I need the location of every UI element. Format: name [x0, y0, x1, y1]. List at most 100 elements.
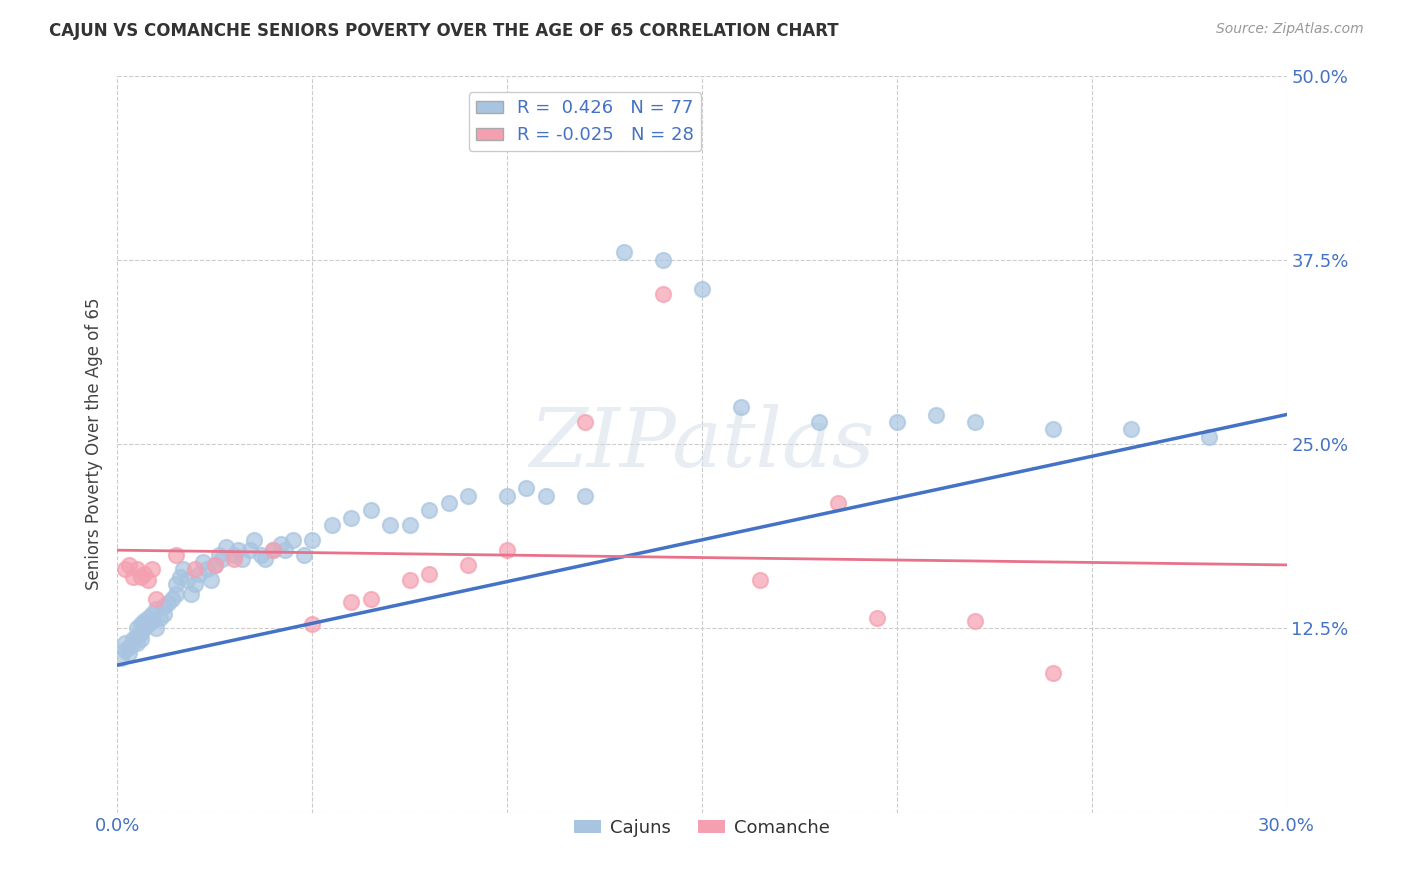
Point [129, 625, 152, 640]
Point [121, 636, 143, 650]
Point [749, 573, 772, 587]
Point [925, 408, 948, 422]
Point [141, 614, 163, 628]
Point [270, 537, 292, 551]
Point [184, 577, 207, 591]
Point [1042, 665, 1064, 680]
Point [301, 533, 323, 547]
Point [651, 252, 673, 267]
Point [184, 562, 207, 576]
Point [281, 533, 304, 547]
Point [145, 621, 167, 635]
Point [114, 636, 136, 650]
Point [129, 632, 152, 646]
Point [242, 533, 264, 547]
Point [437, 496, 460, 510]
Point [176, 573, 198, 587]
Point [496, 489, 519, 503]
Point [118, 646, 141, 660]
Point [1119, 422, 1142, 436]
Point [340, 510, 363, 524]
Point [239, 543, 262, 558]
Point [141, 562, 163, 576]
Point [169, 570, 191, 584]
Point [114, 643, 136, 657]
Point [690, 282, 713, 296]
Point [156, 596, 179, 610]
Point [360, 591, 382, 606]
Point [886, 415, 908, 429]
Point [134, 621, 156, 635]
Point [134, 614, 156, 628]
Point [418, 566, 440, 581]
Point [226, 543, 249, 558]
Point [160, 591, 183, 606]
Point [215, 540, 238, 554]
Point [149, 611, 172, 625]
Point [224, 552, 246, 566]
Point [141, 607, 163, 621]
Text: ZIPatlas: ZIPatlas [529, 404, 875, 484]
Point [145, 602, 167, 616]
Point [188, 566, 211, 581]
Point [204, 558, 226, 572]
Point [262, 543, 284, 558]
Legend: Cajuns, Comanche: Cajuns, Comanche [567, 812, 837, 844]
Y-axis label: Seniors Poverty Over the Age of 65: Seniors Poverty Over the Age of 65 [86, 298, 103, 591]
Point [292, 548, 315, 562]
Point [457, 558, 479, 572]
Text: CAJUN VS COMANCHE SENIORS POVERTY OVER THE AGE OF 65 CORRELATION CHART: CAJUN VS COMANCHE SENIORS POVERTY OVER T… [49, 22, 839, 40]
Point [250, 548, 273, 562]
Point [114, 562, 136, 576]
Point [138, 573, 160, 587]
Point [153, 599, 176, 614]
Point [418, 503, 440, 517]
Point [360, 503, 382, 517]
Point [125, 562, 148, 576]
Point [125, 629, 148, 643]
Point [1198, 430, 1220, 444]
Point [1042, 422, 1064, 436]
Point [866, 611, 889, 625]
Point [224, 548, 246, 562]
Point [129, 570, 152, 584]
Point [145, 591, 167, 606]
Point [574, 489, 596, 503]
Point [121, 570, 143, 584]
Point [134, 566, 156, 581]
Point [138, 611, 160, 625]
Point [172, 562, 194, 576]
Point [231, 552, 253, 566]
Point [807, 415, 830, 429]
Point [200, 573, 222, 587]
Point [211, 552, 233, 566]
Point [730, 400, 752, 414]
Point [301, 616, 323, 631]
Point [125, 636, 148, 650]
Point [207, 548, 229, 562]
Point [204, 558, 226, 572]
Point [613, 245, 636, 260]
Point [195, 562, 218, 576]
Point [963, 415, 986, 429]
Point [378, 518, 401, 533]
Point [574, 415, 596, 429]
Point [262, 543, 284, 558]
Point [110, 650, 132, 665]
Point [129, 616, 152, 631]
Point [496, 543, 519, 558]
Point [165, 548, 187, 562]
Point [254, 552, 277, 566]
Point [321, 518, 343, 533]
Point [457, 489, 479, 503]
Point [515, 481, 537, 495]
Point [118, 558, 141, 572]
Point [398, 518, 420, 533]
Point [153, 607, 176, 621]
Point [651, 286, 673, 301]
Point [534, 489, 557, 503]
Point [165, 577, 187, 591]
Point [274, 543, 297, 558]
Point [827, 496, 849, 510]
Point [118, 640, 141, 655]
